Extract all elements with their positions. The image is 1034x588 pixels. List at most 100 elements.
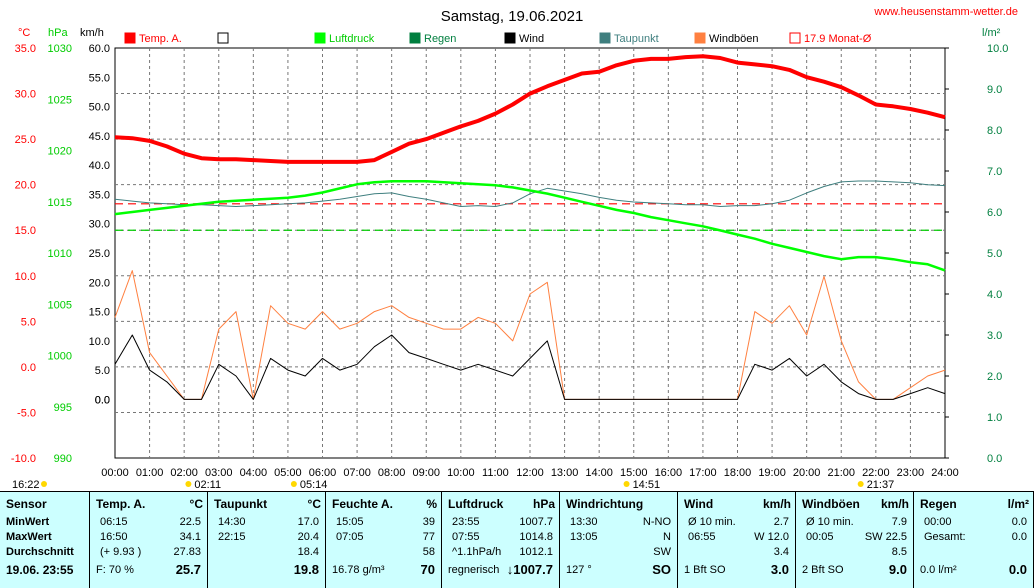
stats-time-regen: Gesamt: [924, 531, 966, 543]
stats-footer-right-windboeen: 9.0 [888, 562, 907, 577]
temp-tick-label: 30.0 [15, 89, 36, 101]
rain-tick-label: 9.0 [987, 84, 1002, 96]
wind-tick-label: 40.0 [89, 160, 110, 172]
stats-time-temp: 16:50 [100, 531, 128, 543]
wind-tick-label: 20.0 [89, 277, 110, 289]
legend-label: Wind [519, 33, 544, 45]
temp-tick-label: 35.0 [15, 43, 36, 55]
rain-tick-label: 10.0 [987, 43, 1008, 55]
pressure-tick-label: 1000 [48, 351, 72, 363]
rain-tick-label: 1.0 [987, 412, 1002, 424]
rain-tick-label: 3.0 [987, 330, 1002, 342]
stats-time-feuchte: 07:05 [336, 531, 364, 543]
x-tick-label: 18:00 [724, 467, 752, 479]
stats-value-regen: 0.0 [1011, 516, 1027, 528]
temp-tick-label: 25.0 [15, 134, 36, 146]
x-tick-label: 01:00 [136, 467, 164, 479]
stats-time-feuchte: 15:05 [336, 516, 364, 528]
rain-tick-label: 6.0 [987, 207, 1002, 219]
stats-footer-left-windboeen: 2 Bft SO [802, 564, 844, 576]
temp-line [114, 54, 946, 164]
x-tick-label: 20:00 [793, 467, 821, 479]
x-tick-label: 03:00 [205, 467, 233, 479]
legend-label: Regen [424, 33, 456, 45]
stats-header-wind: Wind [684, 497, 714, 511]
stats-value-taupunkt: 20.4 [297, 531, 319, 543]
marker-sun-icon [623, 481, 630, 487]
rain-tick-label: 4.0 [987, 289, 1002, 301]
stats-col-windrichtung: Windrichtung 13:30 N-NO 13:05 N SW 127 ° SO [560, 492, 678, 588]
stats-time-temp: 06:15 [100, 516, 128, 528]
stats-unit-regen: l/m² [1007, 497, 1029, 511]
marker-sun-icon [41, 481, 47, 487]
x-tick-label: 00:00 [101, 467, 129, 479]
x-tick-label: 11:00 [482, 467, 509, 479]
stats-footer-left-luftdruck: regnerisch [448, 564, 500, 576]
x-tick-label: 05:00 [274, 467, 302, 479]
stats-table: Sensor MinWert MaxWert Durchschnitt 19.0… [0, 491, 1034, 588]
stats-value-windboeen: SW 22.5 [864, 531, 907, 543]
row-label-min: MinWert [6, 516, 50, 528]
pressure-tick-label: 1005 [48, 299, 72, 311]
stats-value-wind: 3.4 [773, 546, 789, 558]
stats-col-windboeen: Windböen km/h Ø 10 min. 7.9 00:05 SW 22.5 8.5 2… [796, 492, 914, 588]
legend-swatch [789, 32, 801, 44]
stats-unit-windboeen: km/h [880, 497, 909, 511]
stats-footer-right-windrichtung: SO [652, 562, 671, 577]
stats-value-taupunkt: 17.0 [297, 516, 319, 528]
stats-header-windboeen: Windböen [802, 497, 860, 511]
stats-unit-feuchte: % [426, 497, 437, 511]
stats-footer-left-windrichtung: 127 ° [566, 564, 592, 576]
x-tick-label: 10:00 [447, 467, 475, 479]
stats-value-temp: 34.1 [179, 531, 201, 543]
marker-sun-icon [185, 481, 192, 487]
stats-footer-right-taupunkt: 19.8 [293, 562, 319, 577]
stats-time-luftdruck: 07:55 [452, 531, 480, 543]
stats-value-luftdruck: 1014.8 [519, 531, 553, 543]
temp-tick-label: 15.0 [15, 225, 36, 237]
rain-axis-unit: l/m² [982, 27, 1001, 39]
weather-chart: 35.0 30.0 25.0 20.0 15.0 10.0 5.0 0.0 -5.0 -10.0 6… [11, 6, 1018, 491]
marker-label: 02:11 [194, 479, 221, 491]
dewpoint-line [114, 180, 946, 207]
stats-value-luftdruck: 1012.1 [519, 546, 553, 558]
row-label-avg: Durchschnitt [6, 546, 74, 558]
stats-value-feuchte: 77 [422, 531, 435, 543]
stats-col-taupunkt: Taupunkt °C 14:30 17.0 22:15 20.4 18.4 19.8 [208, 492, 326, 588]
wind-tick-label: 5.0 [95, 365, 110, 377]
stats-footer-left-feuchte: 16.78 g/m³ [332, 564, 385, 576]
stats-time-wind: Ø 10 min. [688, 516, 736, 528]
pressure-tick-label: 1010 [48, 248, 72, 260]
temp-axis-unit: °C [18, 27, 30, 39]
x-tick-label: 06:00 [309, 467, 337, 479]
rain-tick-label: 8.0 [987, 125, 1002, 137]
stats-value-windrichtung: N [663, 531, 671, 543]
stats-value-wind: W 12.0 [754, 531, 789, 543]
pressure-tick-label: 1015 [48, 197, 72, 209]
stats-col-temp: Temp. A. °C 06:15 22.5 16:50 34.1 (+ 9.93 ) 27.… [90, 492, 208, 588]
stats-header-luftdruck: Luftdruck [448, 497, 504, 511]
stats-unit-luftdruck: hPa [532, 497, 555, 511]
stats-time-windboeen: Ø 10 min. [806, 516, 854, 528]
x-tick-label: 07:00 [343, 467, 371, 479]
stats-datetime: 19.06. 23:55 [6, 563, 74, 577]
temp-tick-label: -10.0 [11, 453, 36, 465]
stats-footer-right-regen: 0.0 [1008, 562, 1027, 577]
wind-tick-label: 30.0 [89, 219, 110, 231]
wind-axis-unit: km/h [80, 27, 104, 39]
legend-swatch [314, 32, 326, 44]
marker-label: 21:37 [867, 479, 895, 491]
x-tick-label: 19:00 [758, 467, 786, 479]
pressure-tick-label: 1030 [48, 43, 72, 55]
stats-time-temp: (+ 9.93 ) [100, 546, 142, 558]
stats-header-taupunkt: Taupunkt [214, 497, 268, 511]
legend-swatch [599, 32, 611, 44]
stats-unit-wind: km/h [762, 497, 791, 511]
rain-tick-label: 5.0 [987, 248, 1002, 260]
x-tick-label: 04:00 [240, 467, 268, 479]
marker-sun-icon [290, 481, 297, 487]
stats-time-windrichtung: 13:30 [570, 516, 598, 528]
wind-line [114, 334, 946, 400]
x-tick-label: 22:00 [862, 467, 890, 479]
legend-label: Taupunkt [614, 33, 659, 45]
